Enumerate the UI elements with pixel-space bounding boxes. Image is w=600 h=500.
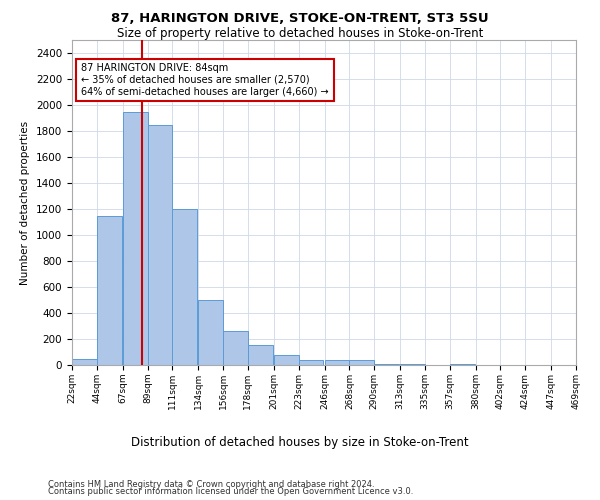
Bar bbox=[349, 360, 374, 365]
Bar bbox=[72, 358, 97, 365]
Bar bbox=[172, 209, 197, 365]
Text: Contains public sector information licensed under the Open Government Licence v3: Contains public sector information licen… bbox=[48, 487, 413, 496]
Text: Distribution of detached houses by size in Stoke-on-Trent: Distribution of detached houses by size … bbox=[131, 436, 469, 449]
Text: 87, HARINGTON DRIVE, STOKE-ON-TRENT, ST3 5SU: 87, HARINGTON DRIVE, STOKE-ON-TRENT, ST3… bbox=[111, 12, 489, 26]
Bar bbox=[148, 124, 172, 365]
Text: Contains HM Land Registry data © Crown copyright and database right 2024.: Contains HM Land Registry data © Crown c… bbox=[48, 480, 374, 489]
Bar bbox=[374, 364, 399, 365]
Bar bbox=[400, 364, 425, 365]
Bar bbox=[97, 216, 122, 365]
Bar bbox=[325, 360, 349, 365]
Bar bbox=[248, 345, 272, 365]
Bar bbox=[274, 355, 299, 365]
Bar bbox=[299, 360, 323, 365]
Text: Size of property relative to detached houses in Stoke-on-Trent: Size of property relative to detached ho… bbox=[117, 28, 483, 40]
Bar bbox=[450, 364, 475, 365]
Text: 87 HARINGTON DRIVE: 84sqm
← 35% of detached houses are smaller (2,570)
64% of se: 87 HARINGTON DRIVE: 84sqm ← 35% of detac… bbox=[81, 64, 329, 96]
Y-axis label: Number of detached properties: Number of detached properties bbox=[20, 120, 31, 284]
Bar bbox=[198, 300, 223, 365]
Bar bbox=[223, 331, 248, 365]
Bar bbox=[123, 112, 148, 365]
